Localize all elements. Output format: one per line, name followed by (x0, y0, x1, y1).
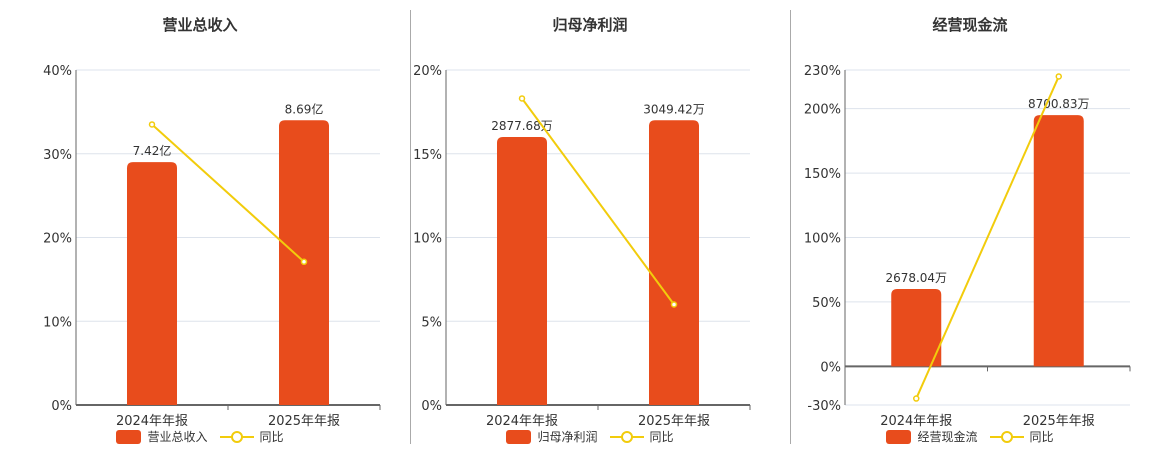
svg-text:0%: 0% (820, 360, 841, 375)
line-point[interactable] (913, 395, 920, 402)
chart-title: 营业总收入 (162, 16, 238, 34)
svg-text:230%: 230% (804, 64, 841, 79)
svg-text:2024年年报: 2024年年报 (116, 414, 188, 429)
bar[interactable] (497, 137, 547, 405)
line-point[interactable] (300, 258, 308, 266)
svg-text:3049.42万: 3049.42万 (643, 102, 705, 116)
svg-text:40%: 40% (43, 64, 72, 79)
svg-text:2025年年报: 2025年年报 (1023, 414, 1095, 429)
svg-text:15%: 15% (413, 148, 442, 163)
svg-text:20%: 20% (43, 232, 72, 247)
bar-legend-label: 营业总收入 (147, 430, 208, 444)
line-point[interactable] (518, 95, 526, 102)
svg-text:100%: 100% (804, 232, 841, 247)
chart-panel-2: 归母净利润 0% 5% 10% 15% 20% 2877.68万 2024年年报 3049.42… (400, 0, 780, 450)
svg-text:7.42亿: 7.42亿 (133, 143, 172, 158)
svg-text:0%: 0% (51, 399, 72, 414)
line-legend-icon (609, 430, 644, 444)
line-point[interactable] (148, 121, 156, 128)
chart-legend[interactable]: 经营现金流 同比 (780, 428, 1160, 445)
svg-text:8700.83万: 8700.83万 (1028, 97, 1090, 111)
line-point[interactable] (1055, 73, 1062, 80)
svg-text:2877.68万: 2877.68万 (491, 119, 553, 133)
svg-text:2024年年报: 2024年年报 (486, 414, 558, 429)
chart-legend[interactable]: 营业总收入 同比 (0, 428, 400, 445)
bar-legend-label: 经营现金流 (917, 430, 978, 444)
bar[interactable] (1033, 115, 1084, 367)
panel-divider (410, 10, 411, 444)
svg-text:2025年年报: 2025年年报 (638, 414, 710, 429)
chart-plot: 0% 10% 20% 30% 40% 7.42亿 2024年年报 8.69亿 2025年年报 (43, 64, 381, 429)
bar-legend-swatch (506, 429, 532, 444)
svg-text:10%: 10% (43, 315, 72, 330)
svg-text:5%: 5% (421, 315, 442, 330)
bar[interactable] (127, 162, 177, 405)
panel-divider (790, 10, 791, 444)
svg-text:2024年年报: 2024年年报 (880, 414, 952, 429)
svg-text:2025年年报: 2025年年报 (268, 414, 340, 429)
svg-text:2678.04万: 2678.04万 (885, 271, 947, 285)
chart-plot: 0% 5% 10% 15% 20% 2877.68万 2024年年报 3049.42万 2025… (413, 64, 751, 429)
chart-plot: -30% 0% 50% 100% 150% 200% 230% 2678.04万 2024年年报… (804, 64, 1131, 429)
svg-text:8.69亿: 8.69亿 (285, 101, 324, 116)
svg-text:30%: 30% (43, 148, 72, 163)
svg-text:10%: 10% (413, 232, 442, 247)
svg-text:50%: 50% (812, 296, 841, 311)
line-legend-icon (219, 430, 254, 444)
svg-text:-30%: -30% (807, 399, 841, 414)
line-legend-label: 同比 (259, 430, 284, 444)
line-point[interactable] (670, 301, 678, 308)
bar[interactable] (649, 120, 699, 405)
svg-text:20%: 20% (413, 64, 442, 79)
svg-text:150%: 150% (804, 167, 841, 182)
chart-panel-3: 经营现金流 -30% 0% 50% 100% 150% 200% 230% 2678.04万 20… (780, 0, 1160, 450)
bar-legend-swatch (886, 429, 912, 444)
line-legend-label: 同比 (1029, 430, 1054, 444)
bar[interactable] (891, 289, 942, 367)
bar-legend-label: 归母净利润 (537, 430, 598, 444)
line-legend-icon (989, 430, 1024, 444)
svg-text:200%: 200% (804, 103, 841, 118)
chart-legend[interactable]: 归母净利润 同比 (400, 428, 780, 445)
svg-text:0%: 0% (421, 399, 442, 414)
chart-panel-1: 营业总收入 0% 10% 20% 30% 40% 7.42亿 2024年年报 8.69亿 2025… (0, 0, 400, 450)
chart-title: 经营现金流 (932, 16, 1008, 34)
chart-title: 归母净利润 (552, 16, 628, 34)
line-legend-label: 同比 (649, 430, 674, 444)
bar-legend-swatch (116, 429, 142, 444)
